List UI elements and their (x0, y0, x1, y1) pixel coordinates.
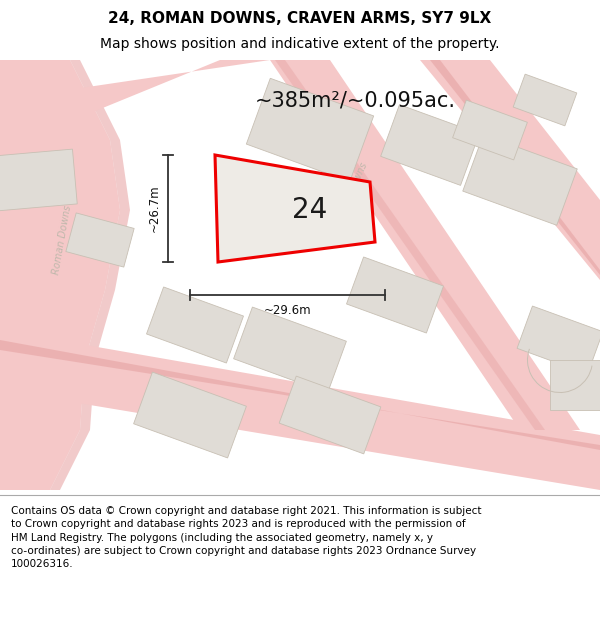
Polygon shape (380, 104, 479, 186)
Polygon shape (279, 376, 381, 454)
Polygon shape (0, 60, 120, 490)
Polygon shape (247, 78, 374, 182)
Polygon shape (0, 340, 600, 450)
Polygon shape (66, 213, 134, 267)
Polygon shape (0, 60, 270, 150)
Polygon shape (134, 372, 247, 458)
Polygon shape (50, 60, 130, 490)
Polygon shape (270, 60, 580, 430)
Polygon shape (513, 74, 577, 126)
Text: 24, ROMAN DOWNS, CRAVEN ARMS, SY7 9LX: 24, ROMAN DOWNS, CRAVEN ARMS, SY7 9LX (109, 11, 491, 26)
Polygon shape (463, 135, 577, 225)
Polygon shape (0, 330, 600, 490)
Text: Roman Downs: Roman Downs (51, 204, 73, 276)
Text: ~29.6m: ~29.6m (263, 304, 311, 316)
Text: Map shows position and indicative extent of the property.: Map shows position and indicative extent… (100, 38, 500, 51)
Polygon shape (275, 60, 545, 430)
Polygon shape (347, 257, 443, 333)
Polygon shape (452, 100, 527, 160)
Polygon shape (0, 149, 77, 211)
Polygon shape (215, 155, 375, 262)
Polygon shape (550, 360, 600, 410)
Polygon shape (517, 306, 600, 374)
Polygon shape (420, 60, 600, 280)
Text: ~26.7m: ~26.7m (148, 185, 161, 232)
Polygon shape (233, 307, 346, 393)
Text: Roman Downs: Roman Downs (331, 161, 370, 229)
Text: ~385m²/~0.095ac.: ~385m²/~0.095ac. (255, 90, 456, 110)
Polygon shape (146, 287, 244, 363)
Polygon shape (430, 60, 600, 275)
Text: 24: 24 (292, 196, 327, 224)
Text: Contains OS data © Crown copyright and database right 2021. This information is : Contains OS data © Crown copyright and d… (11, 506, 481, 569)
